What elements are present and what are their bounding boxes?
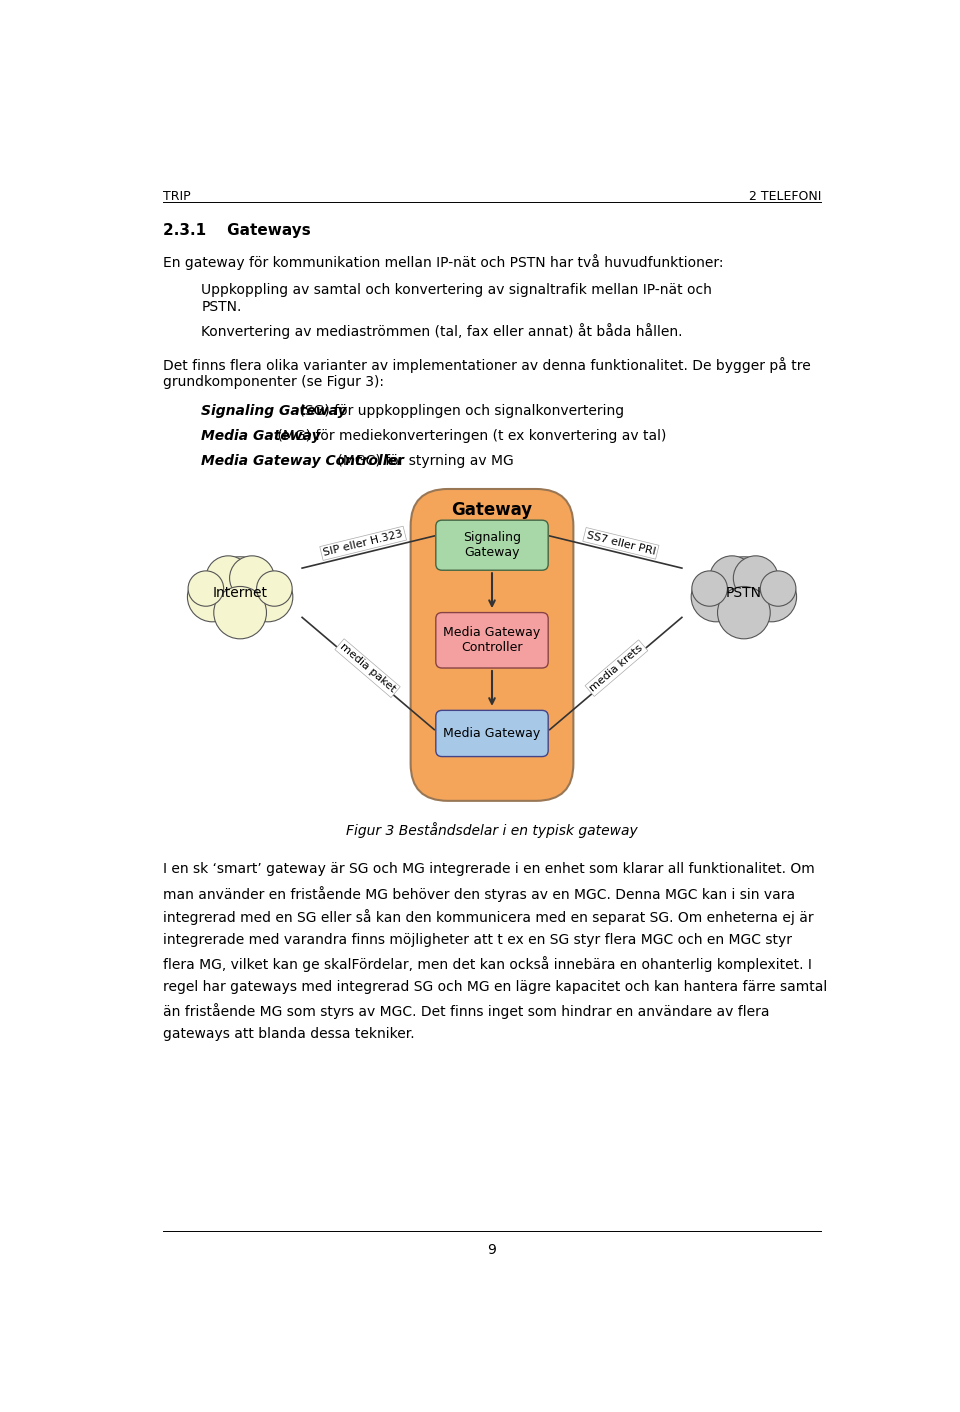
Text: Media Gateway
Controller: Media Gateway Controller	[444, 627, 540, 654]
Text: än fristående MG som styrs av MGC. Det finns inget som hindrar en användare av f: än fristående MG som styrs av MGC. Det f…	[162, 1004, 769, 1019]
Text: integrerad med en SG eller så kan den kommunicera med en separat SG. Om enhetern: integrerad med en SG eller så kan den ko…	[162, 909, 813, 925]
Text: man använder en fristående MG behöver den styras av en MGC. Denna MGC kan i sin : man använder en fristående MG behöver de…	[162, 885, 795, 902]
Text: 2 TELEFONI: 2 TELEFONI	[749, 191, 822, 203]
Text: Uppkoppling av samtal och konvertering av signaltrafik mellan IP-nät och
PSTN.: Uppkoppling av samtal och konvertering a…	[202, 284, 712, 313]
Circle shape	[187, 572, 237, 621]
Text: Media Gateway: Media Gateway	[202, 429, 321, 443]
Circle shape	[692, 570, 728, 606]
Text: PSTN: PSTN	[726, 586, 762, 600]
Text: flera MG, vilket kan ge skalFördelar, men det kan också innebära en ohanterlig k: flera MG, vilket kan ge skalFördelar, me…	[162, 956, 811, 973]
Text: Gateway: Gateway	[451, 501, 533, 520]
Circle shape	[204, 556, 276, 628]
Text: SIP eller H.323: SIP eller H.323	[323, 528, 404, 558]
Circle shape	[229, 556, 275, 600]
FancyBboxPatch shape	[436, 520, 548, 570]
Circle shape	[709, 556, 755, 600]
Circle shape	[256, 570, 292, 606]
FancyBboxPatch shape	[436, 710, 548, 757]
Text: media paket: media paket	[338, 641, 397, 695]
Text: (MGC) för styrning av MG: (MGC) för styrning av MG	[333, 455, 515, 469]
Text: Konvertering av mediaströmmen (tal, fax eller annat) åt båda hållen.: Konvertering av mediaströmmen (tal, fax …	[202, 323, 683, 339]
Circle shape	[243, 572, 293, 621]
Text: 9: 9	[488, 1243, 496, 1257]
Text: regel har gateways med integrerad SG och MG en lägre kapacitet och kan hantera f: regel har gateways med integrerad SG och…	[162, 980, 827, 994]
Text: TRIP: TRIP	[162, 191, 190, 203]
Text: media krets: media krets	[588, 642, 645, 693]
Text: Media Gateway Controller: Media Gateway Controller	[202, 455, 404, 469]
Text: (SG) för uppkopplingen och signalkonvertering: (SG) för uppkopplingen och signalkonvert…	[295, 404, 624, 418]
Text: Figur 3 Beståndsdelar i en typisk gateway: Figur 3 Beståndsdelar i en typisk gatewa…	[347, 822, 637, 839]
Text: integrerade med varandra finns möjligheter att t ex en SG styr flera MGC och en : integrerade med varandra finns möjlighet…	[162, 933, 792, 947]
Text: Signaling
Gateway: Signaling Gateway	[463, 531, 521, 559]
Text: Signaling Gateway: Signaling Gateway	[202, 404, 347, 418]
Circle shape	[717, 586, 770, 638]
Circle shape	[205, 556, 251, 600]
Text: Det finns flera olika varianter av implementationer av denna funktionalitet. De : Det finns flera olika varianter av imple…	[162, 357, 810, 390]
Circle shape	[691, 572, 741, 621]
Circle shape	[747, 572, 797, 621]
Text: 2.3.1    Gateways: 2.3.1 Gateways	[162, 223, 310, 239]
Circle shape	[760, 570, 796, 606]
FancyBboxPatch shape	[411, 489, 573, 801]
Text: I en sk ‘smart’ gateway är SG och MG integrerade i en enhet som klarar all funkt: I en sk ‘smart’ gateway är SG och MG int…	[162, 863, 814, 877]
Text: Internet: Internet	[212, 586, 268, 600]
Text: SS7 eller PRI: SS7 eller PRI	[586, 530, 657, 556]
Text: gateways att blanda dessa tekniker.: gateways att blanda dessa tekniker.	[162, 1027, 415, 1041]
Text: (MG) för mediekonverteringen (t ex konvertering av tal): (MG) för mediekonverteringen (t ex konve…	[273, 429, 666, 443]
Text: Media Gateway: Media Gateway	[444, 727, 540, 740]
Circle shape	[733, 556, 779, 600]
Text: En gateway för kommunikation mellan IP-nät och PSTN har två huvudfunktioner:: En gateway för kommunikation mellan IP-n…	[162, 254, 723, 270]
Circle shape	[708, 556, 780, 628]
Circle shape	[214, 586, 267, 638]
FancyBboxPatch shape	[436, 613, 548, 668]
Circle shape	[188, 570, 224, 606]
